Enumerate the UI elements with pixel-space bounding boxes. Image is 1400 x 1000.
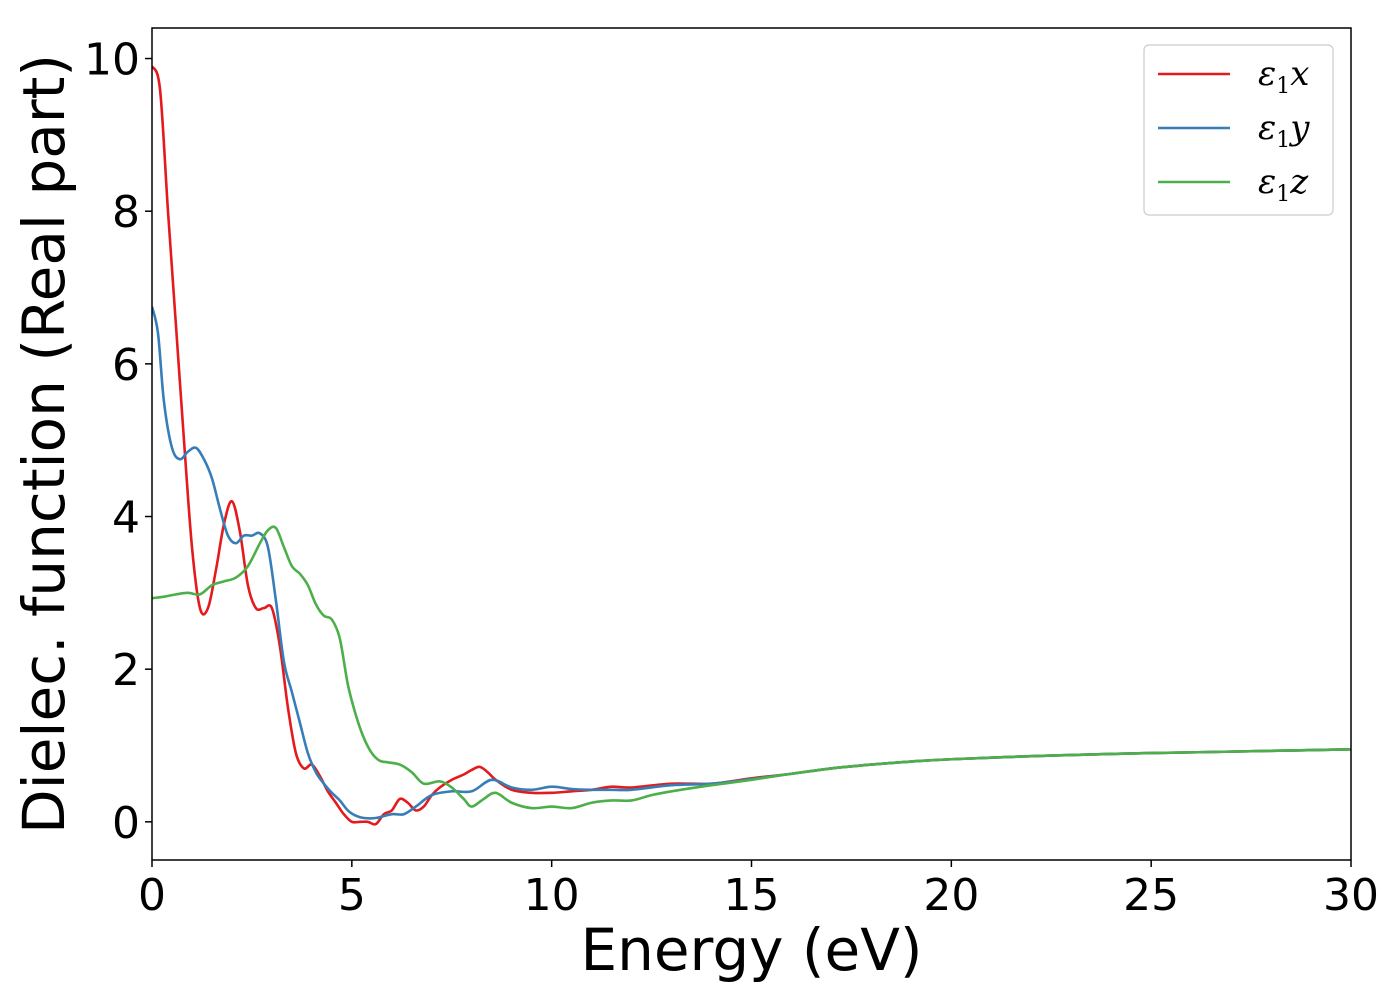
y-tick-label: 6	[112, 340, 140, 391]
series-line-y	[152, 306, 1351, 820]
x-tick-label: 25	[1123, 870, 1179, 921]
y-axis-title: Dielec. function (Real part)	[10, 54, 78, 834]
series-line-z	[152, 525, 1351, 810]
x-tick-label: 30	[1323, 870, 1379, 921]
y-tick-label: 2	[112, 645, 140, 696]
x-tick-label: 15	[724, 870, 780, 921]
y-tick-label: 8	[112, 187, 140, 238]
legend-label-z: ε1z	[1258, 162, 1309, 207]
y-tick-label: 10	[84, 35, 140, 86]
ticks-layer: 0 5 10 15 20 25 30 0 2 4 6 8 10	[84, 35, 1379, 921]
y-tick-label: 0	[112, 798, 140, 849]
x-tick-label: 10	[524, 870, 580, 921]
x-tick-label: 20	[923, 870, 979, 921]
legend-box	[1143, 44, 1334, 216]
x-tick-label: 0	[138, 870, 166, 921]
y-tick-label: 4	[112, 493, 140, 544]
legend-label-x: ε1x	[1258, 54, 1309, 99]
legend: ε1x ε1y ε1z	[1143, 44, 1334, 216]
legend-label-y: ε1y	[1258, 108, 1310, 153]
series-layer	[152, 65, 1351, 826]
x-tick-label: 5	[338, 870, 366, 921]
x-axis-title: Energy (eV)	[580, 916, 922, 984]
